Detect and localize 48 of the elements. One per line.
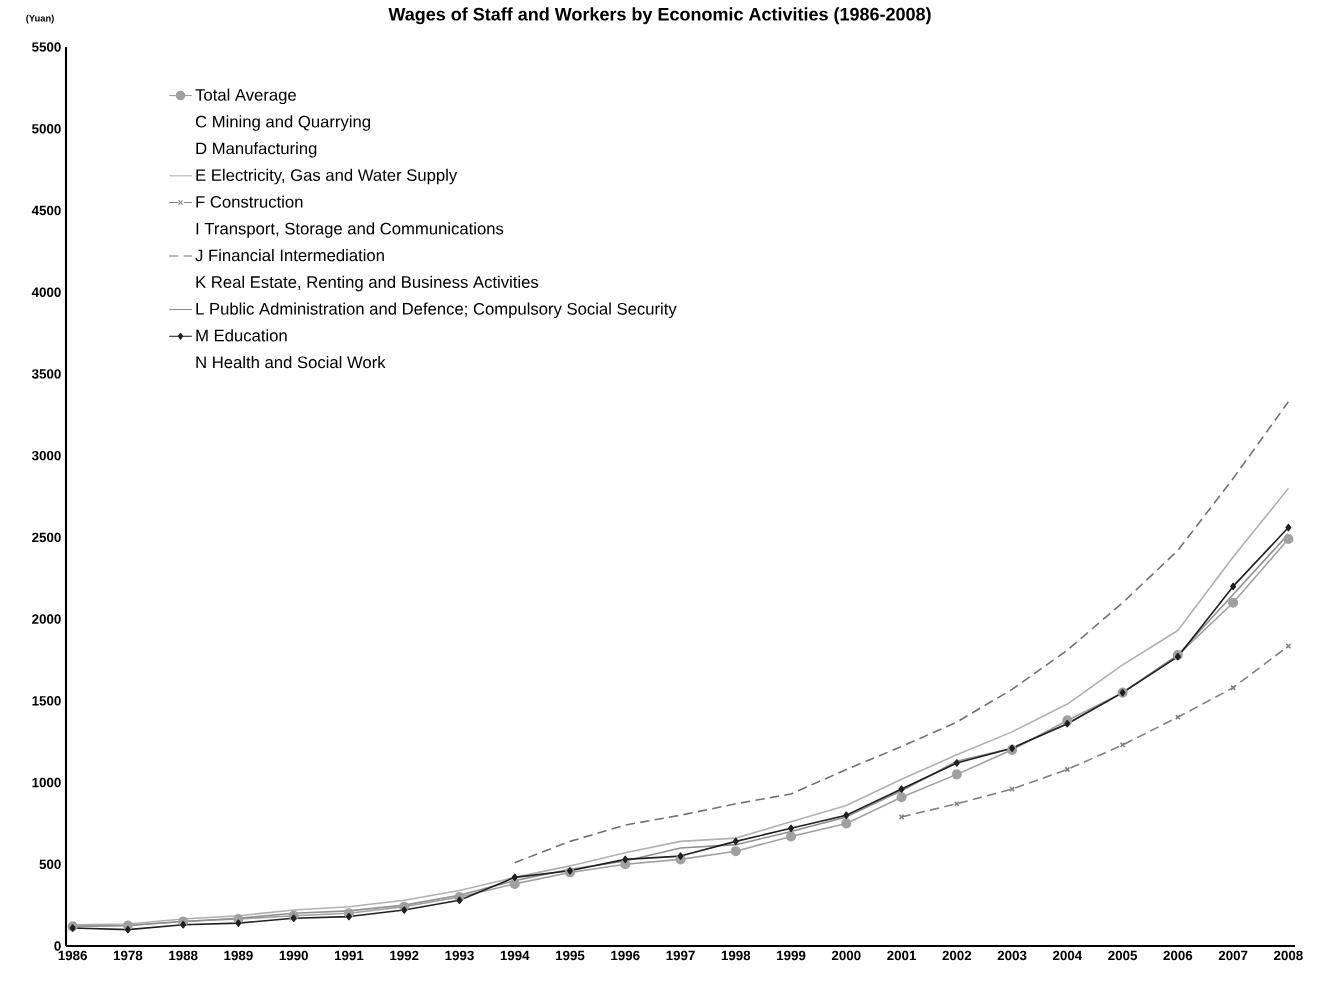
x-tick-label: 1978 [113, 950, 143, 961]
x-tick-label: 1988 [169, 950, 198, 961]
legend-label: E Electricity, Gas and Water Supply [196, 168, 458, 185]
x-tick-label: 1996 [611, 950, 640, 961]
x-tick-label: 2003 [997, 950, 1027, 961]
x-tick-label: 2001 [887, 950, 917, 961]
y-tick-label: 4500 [31, 205, 61, 216]
y-tick-label: 1000 [32, 777, 61, 788]
y-tick-label: 1500 [32, 696, 61, 706]
y-tick-label: 4000 [31, 287, 61, 297]
x-tick-label: 1989 [224, 950, 253, 961]
y-tick-label: 3000 [31, 450, 61, 461]
y-tick-label: 0 [54, 941, 61, 951]
y-tick-label: 2000 [32, 614, 61, 624]
y-axis-title: (Yuan) [26, 14, 54, 24]
x-tick-label: 2006 [1163, 950, 1193, 961]
x-tick-label: 1998 [721, 950, 751, 961]
text: N Health and Social Work [196, 355, 386, 369]
x-tick-label: 2004 [1052, 950, 1083, 961]
x-tick-label: 2000 [831, 950, 861, 961]
y-tick-label: 500 [39, 859, 61, 869]
y-tick-label: 2500 [32, 532, 61, 543]
text: D Manufacturing [196, 142, 317, 158]
y-tick-label: 5000 [32, 124, 61, 134]
legend-label: Total Average [195, 88, 296, 105]
x-tick-label: 1995 [555, 950, 585, 961]
x-tick-label: 2002 [942, 950, 972, 961]
y-tick-label: 5500 [32, 42, 61, 52]
x-tick-label: 1991 [334, 950, 364, 961]
x-tick-label: 1999 [777, 950, 806, 961]
legend-label: M Education [196, 329, 287, 342]
x-tick-label: 2007 [1218, 950, 1248, 961]
x-tick-label: 1990 [279, 950, 308, 961]
legend-label: F Construction [196, 195, 303, 208]
x-tick-label: 1986 [58, 950, 87, 961]
text: C Mining and Quarrying [195, 115, 370, 131]
legend-label: J Financial Intermediation [195, 249, 384, 262]
x-tick-label: 2008 [1274, 950, 1303, 961]
x-tick-label: 2005 [1108, 950, 1138, 961]
x-tick-label: 1997 [666, 950, 695, 961]
x-tick-label: 1994 [500, 950, 530, 961]
chart-title: Wages of Staff and Workers by Economic Activities (1986-2008) [388, 7, 931, 25]
x-tick-label: 1992 [390, 950, 419, 961]
text: K Real Estate, Renting and Business Activities [196, 275, 539, 292]
y-tick-label: 3500 [31, 369, 61, 379]
x-tick-label: 1993 [445, 950, 474, 961]
legend-label: L Public Administration and Defence; Compulsory Social Security [196, 302, 677, 319]
text: I Transport, Storage and Communications [196, 222, 504, 238]
